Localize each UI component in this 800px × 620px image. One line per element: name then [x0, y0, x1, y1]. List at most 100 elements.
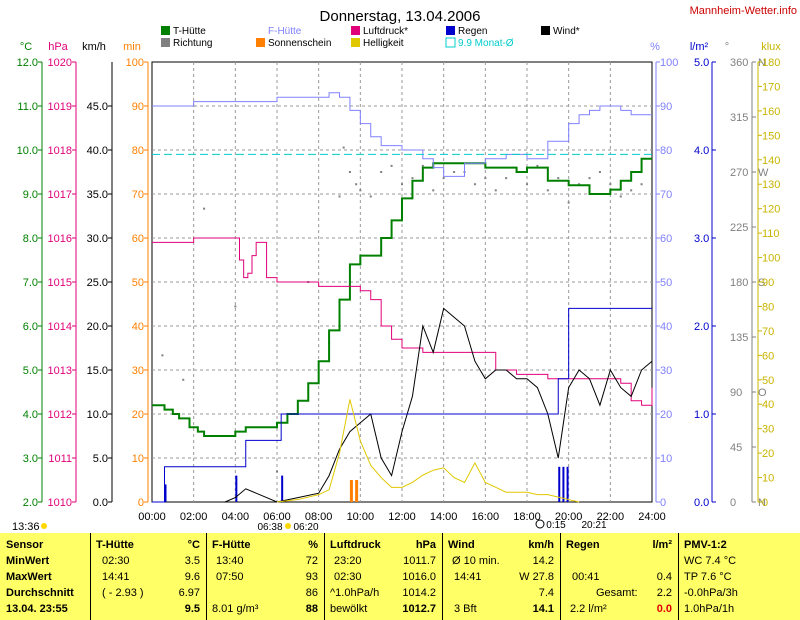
- axis-tick-label: 80: [132, 145, 144, 157]
- sunset-time: 06:20: [293, 522, 318, 533]
- x-tick-label: 20:00: [555, 511, 583, 523]
- series-t-h-tte: [152, 157, 652, 437]
- x-tick-label: 02:00: [180, 511, 208, 523]
- w-header: Wind: [448, 539, 475, 551]
- r-max-value: 0.4: [656, 571, 672, 583]
- axis-tick-label: 35.0: [87, 189, 108, 201]
- r-current-value: 0.0: [656, 603, 672, 615]
- legend-label: Luftdruck*: [363, 26, 408, 37]
- axis-tick-label: 70: [660, 189, 672, 201]
- direction-point: [380, 171, 383, 173]
- axis-tick-label: 180: [762, 57, 780, 69]
- axis-tick-label: 1011: [48, 453, 72, 465]
- axis-tick-label: 360: [730, 57, 748, 69]
- footer-time: 13:36: [12, 521, 40, 533]
- w-beaufort: 3 Bft: [454, 603, 477, 615]
- axis-tick-label: 40: [132, 321, 144, 333]
- axis-tick-label: 130: [762, 179, 780, 191]
- axis-dir-label: N: [758, 57, 766, 69]
- f-abs-humidity: 8.01 g/m³: [212, 603, 259, 615]
- direction-point: [369, 195, 372, 198]
- axis-tick-label: 60: [132, 233, 144, 245]
- r-max-time: 00:41: [572, 571, 600, 583]
- axis-tick-label: 80: [660, 145, 672, 157]
- pmv-column: PMV-1:2 WC 7.4 °C TP 7.6 °C -0.0hPa/3h 1…: [684, 537, 796, 617]
- unit-dir: °: [725, 41, 729, 53]
- axis-tick-label: 315: [730, 112, 748, 124]
- direction-point: [588, 177, 591, 180]
- axis-tick-label: 100: [126, 57, 144, 69]
- axis-tick-label: 30: [762, 424, 774, 436]
- site-label[interactable]: Mannheim-Wetter.info: [690, 5, 797, 17]
- row-label: 13.04. 23:55: [6, 603, 68, 615]
- legend-swatch-icon: [351, 38, 360, 47]
- axis-tick-label: 6.0: [23, 321, 38, 333]
- axis-tick-label: 10: [762, 473, 774, 485]
- axis-tick-label: 50: [762, 375, 774, 387]
- axis-tick-label: 30: [132, 365, 144, 377]
- x-tick-label: 14:00: [430, 511, 458, 523]
- w-max-time: 14:41: [454, 571, 482, 583]
- axis-tick-label: 170: [762, 81, 780, 93]
- legend-swatch-icon: [446, 26, 455, 35]
- axis-tick-label: 1015: [48, 277, 72, 289]
- axis-tick-label: 100: [660, 57, 678, 69]
- axis-tick-label: 5.0: [694, 57, 709, 69]
- legend-label: T-Hütte: [173, 26, 206, 37]
- sunrise-time: 06:38: [257, 522, 282, 533]
- t-min-value: 3.5: [184, 555, 200, 567]
- axis-tick-label: 135: [730, 332, 748, 344]
- direction-point: [505, 177, 508, 180]
- w-avg10-label: Ø 10 min.: [452, 555, 500, 567]
- axis-tick-label: 20.0: [87, 321, 108, 333]
- axis-tick-label: 80: [762, 301, 774, 313]
- axis-tick-label: 90: [132, 101, 144, 113]
- axis-tick-label: 45: [730, 442, 742, 454]
- unit-hpa: hPa: [48, 41, 68, 53]
- r-total-label: Gesamt:: [596, 587, 638, 599]
- unit-rain: l/m²: [690, 41, 709, 53]
- t-min-time: 02:30: [102, 555, 130, 567]
- regen-column: Regen l/m² 00:41 0.4 Gesamt: 2.2 2.2 l/m² 0.…: [566, 537, 674, 617]
- axis-tick-label: 10: [660, 453, 672, 465]
- axis-tick-label: 20: [660, 409, 672, 421]
- t-current-value: 9.5: [184, 603, 200, 615]
- f-min-value: 72: [305, 555, 318, 567]
- row-label: MaxWert: [6, 571, 52, 583]
- x-tick-label: 12:00: [388, 511, 416, 523]
- x-tick-label: 24:00: [638, 511, 666, 523]
- bar-regen-intensität: [566, 466, 569, 502]
- axis-tick-label: 3.0: [694, 233, 709, 245]
- row-label: Durchschnitt: [6, 587, 74, 599]
- t-max-time: 14:41: [102, 571, 130, 583]
- axis-tick-label: 20: [132, 409, 144, 421]
- axis-tick-label: 1013: [48, 365, 72, 377]
- t-avg-value: 6.97: [178, 587, 200, 599]
- axis-tick-label: 7.0: [23, 277, 38, 289]
- f-avg-value: 86: [305, 587, 318, 599]
- axis-tick-label: 40: [762, 399, 774, 411]
- axis-tick-label: 8.0: [23, 233, 38, 245]
- axis-tick-label: 70: [132, 189, 144, 201]
- x-tick-label: 18:00: [513, 511, 541, 523]
- sun-marker-icon: [285, 523, 291, 529]
- direction-point: [342, 146, 345, 149]
- axis-dir-label: O: [758, 387, 767, 399]
- axis-tick-label: 160: [762, 106, 780, 118]
- direction-point: [401, 183, 403, 186]
- series-helligkeit: [276, 399, 580, 503]
- x-tick-label: 22:00: [597, 511, 625, 523]
- legend-swatch-icon: [351, 26, 360, 35]
- direction-point: [348, 171, 351, 173]
- axis-tick-label: 90: [730, 387, 742, 399]
- direction-point: [411, 177, 414, 180]
- r-total-value: 2.2: [656, 587, 672, 599]
- axis-tick-label: 1012: [48, 409, 72, 421]
- axis-tick-label: 30: [660, 365, 672, 377]
- wind-column: Wind km/h Ø 10 min. 14.2 14:41 W 27.8 7.4 3…: [448, 537, 556, 617]
- divider: [678, 533, 679, 620]
- bar-sonnenschein: [355, 480, 359, 502]
- axis-dir-label: W: [758, 167, 769, 179]
- x-tick-label: 00:00: [138, 511, 166, 523]
